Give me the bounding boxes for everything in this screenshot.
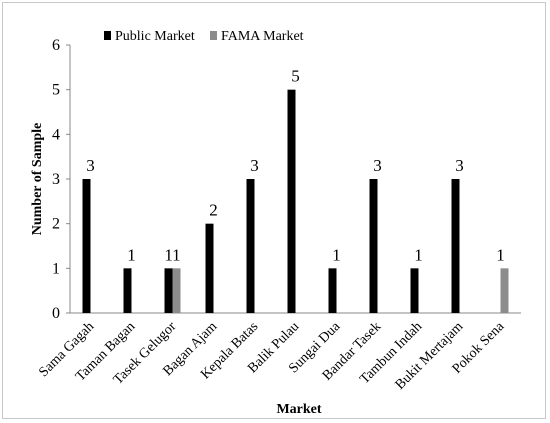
data-label-sama-gagah: 3 (86, 156, 95, 175)
legend-swatch-public-market (104, 31, 111, 40)
legend-label-public-market: Public Market (115, 29, 195, 44)
data-label-bagan-ajam: 2 (209, 201, 218, 220)
data-label-bandar-tasek: 3 (373, 156, 382, 175)
x-axis-title: Market (276, 402, 321, 417)
y-tick-label: 2 (52, 216, 60, 233)
bar-public-market-bagan-ajam (205, 223, 214, 313)
data-label-tasek-gelugor: 11 (164, 245, 180, 264)
data-label-sungai-dua: 1 (332, 245, 341, 264)
data-label-bukit-mertajam: 3 (455, 156, 464, 175)
bar-public-market-sama-gagah (82, 179, 91, 313)
y-tick-label: 4 (52, 126, 60, 143)
bar-public-market-kepala-batas (246, 179, 255, 313)
bar-public-market-balik-pulau (287, 89, 296, 314)
data-label-balik-pulau: 5 (291, 67, 300, 86)
y-axis-ticks: 0 1 2 3 4 5 6 (52, 37, 70, 322)
y-tick-label: 0 (52, 305, 60, 322)
bar-public-market-sungai-dua (328, 268, 337, 313)
data-label-kepala-batas: 3 (250, 156, 259, 175)
bar-fama-market-tasek-gelugor (172, 268, 181, 313)
bar-fama-market-pokok-sena (500, 268, 509, 313)
data-label-tambun-indah: 1 (414, 245, 423, 264)
legend-label-fama-market: FAMA Market (221, 29, 304, 44)
bars (82, 89, 509, 314)
legend: Public Market FAMA Market (104, 29, 304, 44)
bar-public-market-taman-bagan (123, 268, 132, 313)
bar-public-market-tambun-indah (410, 268, 419, 313)
y-tick-label: 6 (52, 37, 60, 54)
y-tick-label: 1 (52, 260, 60, 277)
y-tick-label: 5 (52, 82, 60, 99)
bar-public-market-tasek-gelugor (164, 268, 173, 313)
y-tick-label: 3 (52, 171, 60, 188)
y-axis-title: Number of Sample (30, 123, 45, 236)
legend-swatch-fama-market (210, 31, 217, 40)
bar-public-market-bandar-tasek (369, 179, 378, 313)
data-label-pokok-sena: 1 (496, 245, 505, 264)
data-label-taman-bagan: 1 (127, 245, 136, 264)
bar-public-market-bukit-mertajam (451, 179, 460, 313)
